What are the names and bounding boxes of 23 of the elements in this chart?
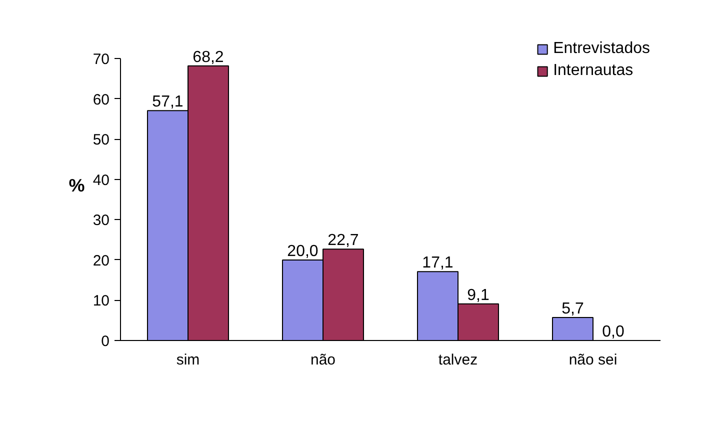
y-tick-label: 10 <box>92 292 110 310</box>
data-label: 68,2 <box>192 48 224 66</box>
x-tick-label: não sei <box>568 352 618 368</box>
data-label: 20,0 <box>287 242 318 260</box>
data-label: 22,7 <box>328 232 359 250</box>
data-label: 9,1 <box>467 286 490 304</box>
legend-label: Entrevistados <box>553 40 650 58</box>
data-label: 17,1 <box>422 254 454 272</box>
y-tick-label: 30 <box>92 212 110 230</box>
data-label: 0,0 <box>602 324 624 340</box>
legend-label: Internautas <box>553 62 634 80</box>
y-tick-label: 40 <box>92 172 110 189</box>
y-tick-label: 20 <box>92 252 110 270</box>
y-tick-label: 0 <box>101 333 110 350</box>
y-tick-label: 70 <box>92 51 110 68</box>
y-axis-title: % <box>68 176 85 196</box>
y-tick-label: 60 <box>92 91 110 108</box>
x-tick-label: não <box>310 352 336 368</box>
x-tick-label: sim <box>176 352 200 368</box>
data-label: 57,1 <box>152 94 184 111</box>
data-label: 5,7 <box>562 300 584 318</box>
x-tick-label: talvez <box>438 352 478 368</box>
y-tick-label: 50 <box>92 132 110 149</box>
